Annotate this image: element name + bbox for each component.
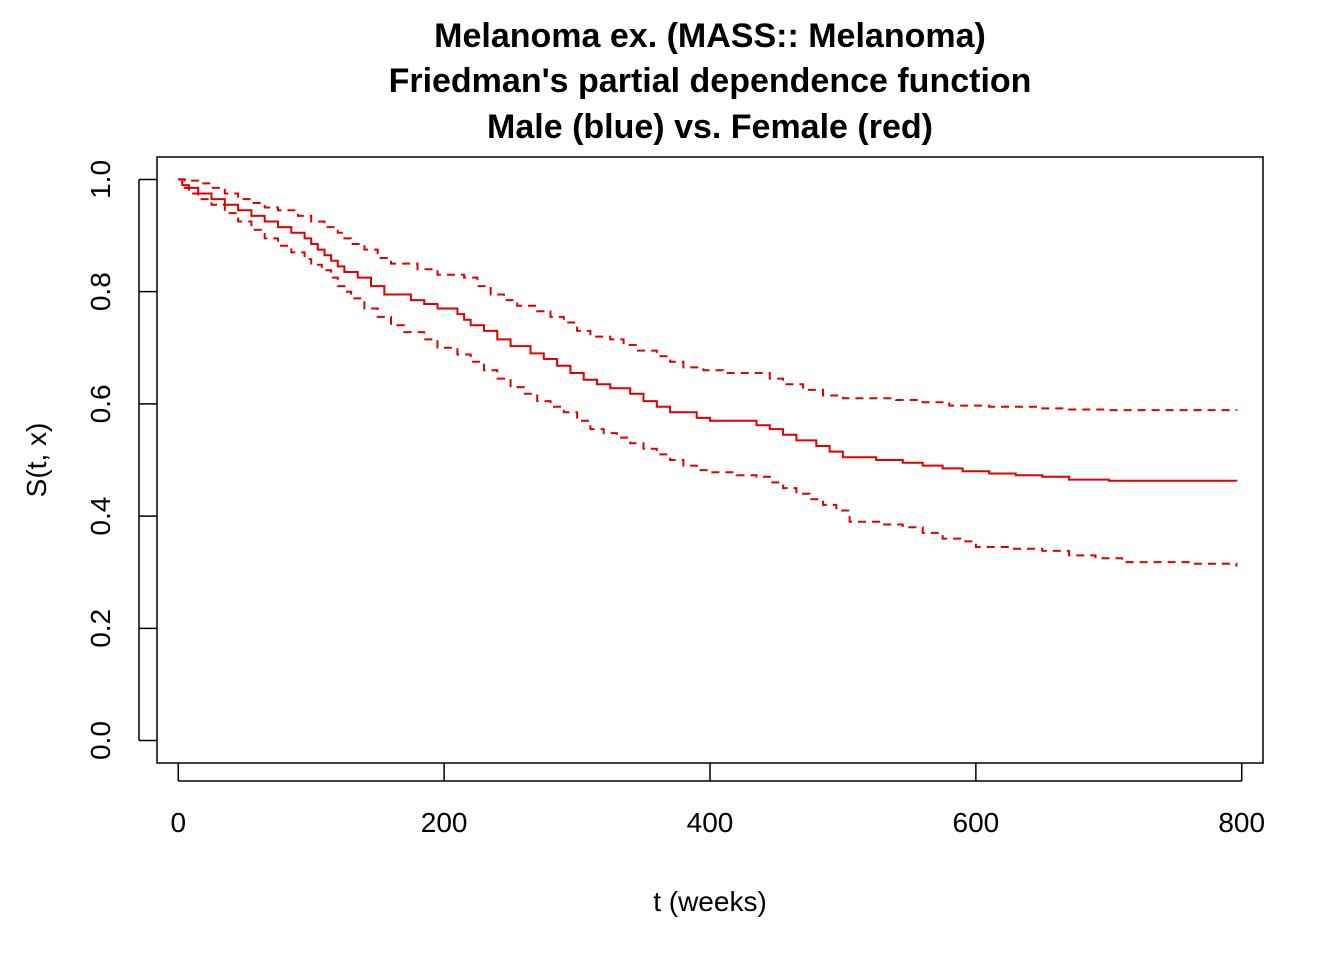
upper-band-curve: [178, 178, 1238, 412]
chart-title-line-1: Melanoma ex. (MASS:: Melanoma): [434, 17, 986, 55]
y-tick-label: 0.6: [85, 384, 116, 423]
y-tick-label: 1.0: [85, 160, 116, 199]
y-axis: 0.0 0.2 0.4 0.6 0.8 1.0: [85, 160, 157, 760]
x-tick-label: 0: [170, 807, 186, 838]
x-tick-label: 200: [421, 807, 468, 838]
x-axis-label: t (weeks): [653, 886, 767, 917]
x-tick-label: 400: [687, 807, 734, 838]
chart-title-line-2: Friedman's partial dependence function: [389, 62, 1032, 100]
chart-title-line-3: Male (blue) vs. Female (red): [487, 108, 933, 146]
x-tick-label: 800: [1218, 807, 1265, 838]
x-axis: 0 200 400 600 800: [170, 763, 1265, 838]
y-tick-label: 0.8: [85, 272, 116, 311]
y-tick-label: 0.2: [85, 609, 116, 648]
y-axis-label: S(t, x): [21, 423, 52, 498]
survival-curve: [178, 178, 1238, 482]
series-group: [178, 178, 1238, 567]
y-tick-label: 0.4: [85, 497, 116, 536]
y-tick-label: 0.0: [85, 721, 116, 760]
plot-frame: [156, 156, 1264, 764]
lower-band-curve: [178, 178, 1238, 567]
chart-title: Melanoma ex. (MASS:: Melanoma) Friedman'…: [389, 17, 1032, 146]
x-tick-label: 600: [953, 807, 1000, 838]
